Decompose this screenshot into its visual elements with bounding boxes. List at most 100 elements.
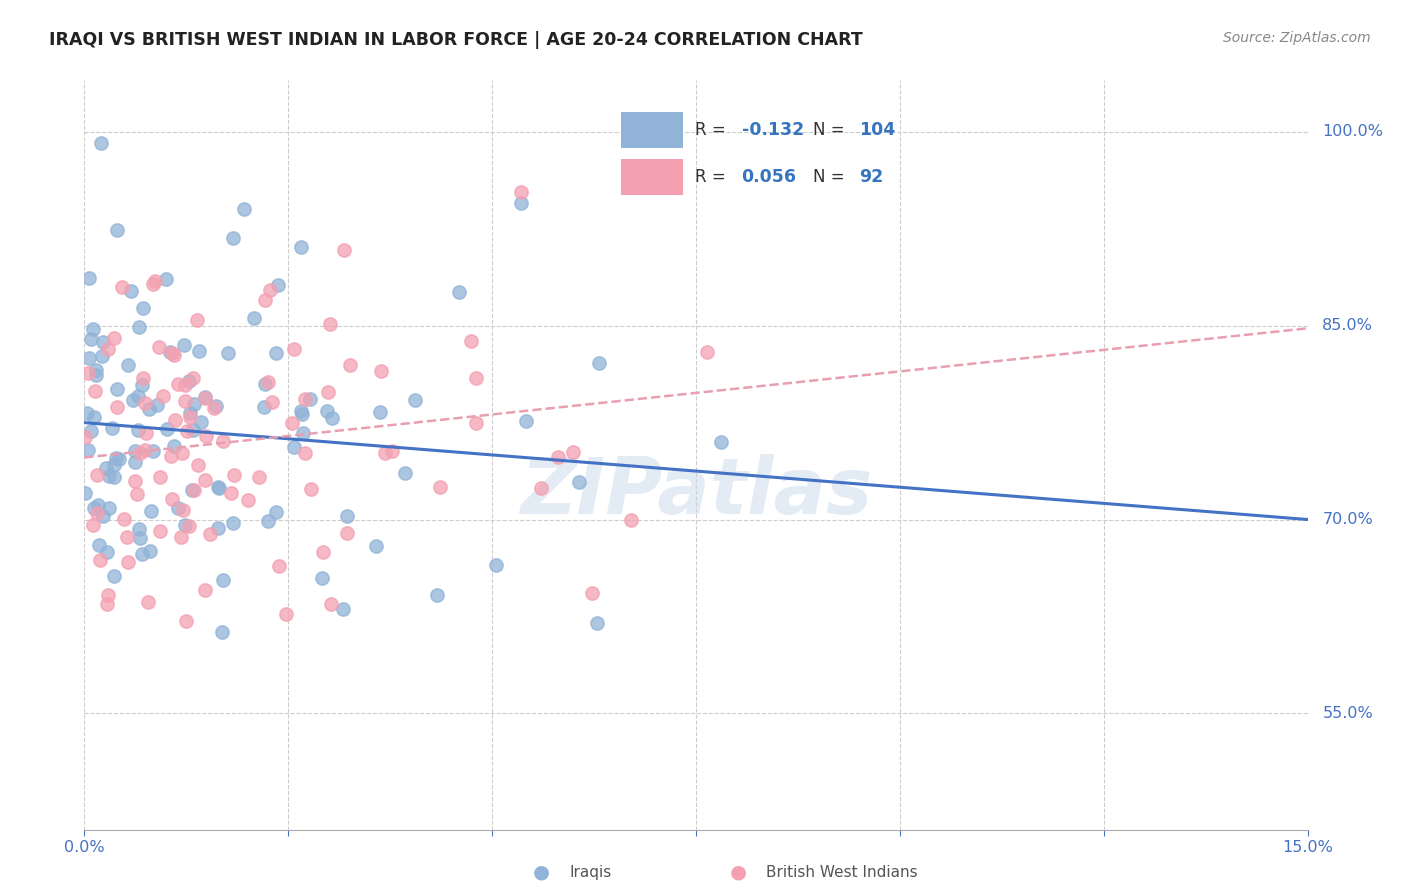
- Point: [97, 588, 120, 602]
- Point: [91, 349, 114, 363]
- Point: [547, 450, 569, 465]
- Point: [194, 582, 217, 597]
- Point: [254, 376, 277, 391]
- Point: [181, 423, 204, 437]
- Point: [128, 522, 150, 536]
- Point: [294, 392, 316, 406]
- Point: [142, 443, 165, 458]
- Point: [131, 371, 153, 385]
- Point: [465, 417, 488, 431]
- Point: [202, 401, 225, 415]
- Point: [264, 505, 287, 519]
- Point: [128, 446, 150, 460]
- Point: [173, 378, 195, 392]
- Point: [316, 403, 339, 417]
- Point: [103, 458, 125, 473]
- Point: [332, 602, 354, 616]
- Text: 100.0%: 100.0%: [1322, 125, 1384, 139]
- Point: [160, 491, 183, 506]
- Point: [83, 410, 105, 425]
- Point: [212, 434, 235, 448]
- Point: [205, 400, 228, 414]
- Point: [311, 571, 333, 585]
- Point: [183, 397, 205, 411]
- Point: [120, 284, 142, 298]
- Text: Iraqis: Iraqis: [569, 865, 612, 880]
- Point: [709, 435, 731, 450]
- Point: [381, 444, 404, 458]
- Text: 55.0%: 55.0%: [1322, 706, 1374, 721]
- Point: [86, 507, 108, 521]
- Point: [256, 515, 278, 529]
- Point: [259, 283, 281, 297]
- Point: [80, 332, 103, 346]
- Text: IRAQI VS BRITISH WEST INDIAN IN LABOR FORCE | AGE 20-24 CORRELATION CHART: IRAQI VS BRITISH WEST INDIAN IN LABOR FO…: [49, 31, 863, 49]
- Point: [76, 406, 98, 420]
- Point: [111, 280, 134, 294]
- Point: [267, 559, 290, 574]
- Point: [145, 398, 167, 412]
- Point: [103, 470, 125, 484]
- Point: [312, 545, 335, 559]
- Text: N =: N =: [813, 120, 849, 139]
- Point: [290, 407, 312, 421]
- Point: [292, 425, 315, 440]
- Point: [283, 342, 305, 356]
- Point: [509, 195, 531, 210]
- Point: [212, 573, 235, 587]
- Point: [321, 411, 343, 425]
- Point: [368, 405, 391, 419]
- Point: [207, 480, 229, 494]
- Point: [136, 594, 159, 608]
- Point: [696, 344, 718, 359]
- Point: [172, 503, 194, 517]
- Point: [179, 406, 201, 420]
- Point: [124, 443, 146, 458]
- Text: ●: ●: [730, 863, 747, 882]
- Point: [370, 364, 392, 378]
- Point: [121, 392, 143, 407]
- Point: [190, 415, 212, 429]
- Point: [290, 240, 312, 254]
- Text: ZIPatlas: ZIPatlas: [520, 454, 872, 531]
- Point: [222, 516, 245, 530]
- Point: [568, 475, 591, 489]
- Point: [426, 589, 449, 603]
- Point: [187, 458, 209, 472]
- Point: [131, 377, 153, 392]
- Point: [80, 424, 103, 438]
- Point: [127, 424, 149, 438]
- Text: 92: 92: [859, 168, 883, 186]
- Point: [141, 504, 163, 518]
- Point: [82, 322, 104, 336]
- Point: [620, 513, 643, 527]
- Point: [194, 391, 217, 405]
- Point: [174, 393, 197, 408]
- Point: [266, 278, 288, 293]
- Point: [105, 451, 128, 466]
- Point: [232, 202, 254, 216]
- Point: [429, 480, 451, 494]
- Point: [134, 396, 156, 410]
- Point: [316, 384, 339, 399]
- Point: [586, 616, 609, 631]
- Point: [167, 500, 190, 515]
- Text: N =: N =: [813, 168, 849, 186]
- Point: [172, 445, 194, 459]
- Point: [211, 624, 233, 639]
- Point: [173, 338, 195, 352]
- Point: [485, 558, 508, 572]
- Point: [134, 442, 156, 457]
- Point: [124, 455, 146, 469]
- Point: [366, 540, 388, 554]
- Text: 70.0%: 70.0%: [1322, 512, 1374, 527]
- Point: [128, 531, 150, 545]
- Point: [194, 390, 217, 404]
- Point: [86, 467, 108, 482]
- Point: [103, 330, 125, 344]
- Point: [105, 400, 128, 414]
- Point: [159, 344, 181, 359]
- Point: [222, 231, 245, 245]
- Point: [149, 470, 172, 484]
- Point: [83, 501, 105, 516]
